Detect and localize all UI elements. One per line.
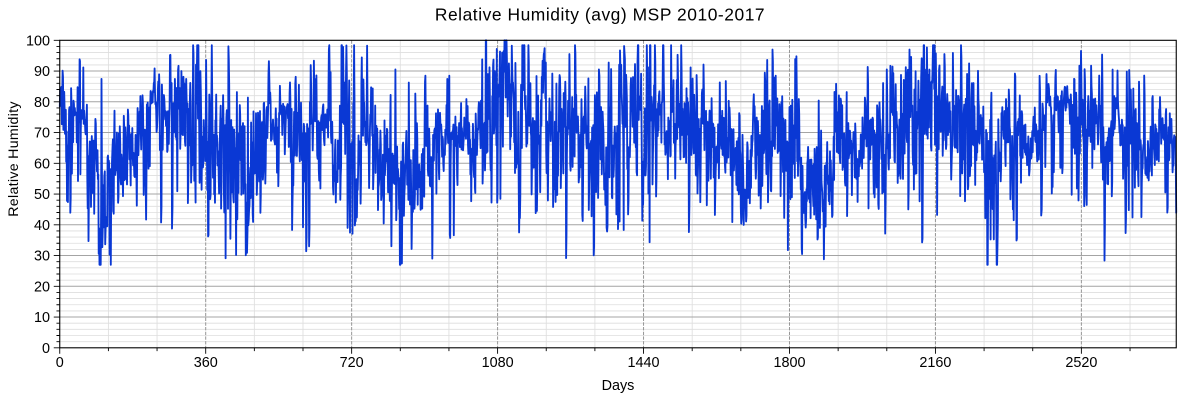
svg-text:2520: 2520 (1065, 355, 1097, 371)
svg-text:60: 60 (34, 156, 50, 172)
svg-text:Relative Humidity: Relative Humidity (6, 101, 22, 217)
svg-text:Days: Days (602, 378, 635, 394)
svg-text:1440: 1440 (627, 355, 659, 371)
svg-text:720: 720 (340, 355, 364, 371)
svg-text:360: 360 (194, 355, 218, 371)
svg-text:20: 20 (34, 279, 50, 295)
svg-text:10: 10 (34, 310, 50, 326)
svg-text:100: 100 (26, 33, 50, 49)
svg-text:0: 0 (42, 341, 50, 357)
svg-text:70: 70 (34, 126, 50, 142)
svg-text:2160: 2160 (919, 355, 951, 371)
svg-text:50: 50 (34, 187, 50, 203)
svg-text:30: 30 (34, 249, 50, 265)
svg-text:90: 90 (34, 64, 50, 80)
svg-text:0: 0 (56, 355, 64, 371)
svg-text:1800: 1800 (773, 355, 805, 371)
svg-text:1080: 1080 (482, 355, 514, 371)
svg-text:40: 40 (34, 218, 50, 234)
svg-text:80: 80 (34, 95, 50, 111)
svg-text:Relative Humidity (avg) MSP 20: Relative Humidity (avg) MSP 2010-2017 (435, 4, 765, 24)
